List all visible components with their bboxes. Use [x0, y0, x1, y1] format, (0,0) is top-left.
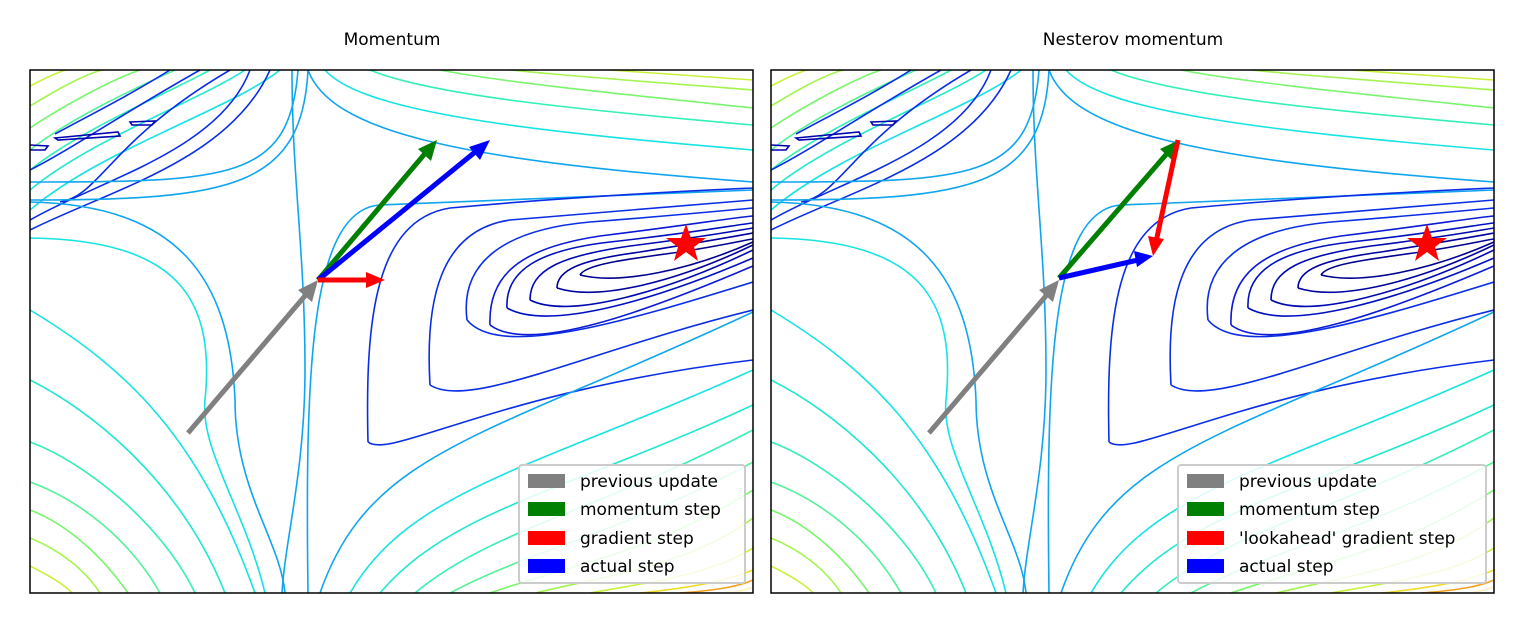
- legend-swatch-momentum: [528, 502, 565, 516]
- panel-momentum: Momentum previous update momentum step g…: [29, 30, 754, 594]
- panel-title-momentum: Momentum: [344, 30, 441, 50]
- momentum-step-arrowhead: [418, 140, 437, 161]
- arrows-momentum: [186, 140, 706, 435]
- legend-swatch-previous: [1187, 474, 1224, 488]
- legend-swatch-previous: [528, 474, 565, 488]
- actual-step-arrow: [316, 146, 482, 282]
- actual-step-arrowhead: [469, 140, 490, 160]
- minimum-star: [1407, 224, 1447, 261]
- gradient-step-arrowhead: [366, 272, 385, 288]
- previous-update-arrow: [927, 288, 1053, 435]
- legend-swatch-lookahead: [1187, 531, 1224, 545]
- legend-label-momentum: momentum step: [580, 500, 721, 520]
- lookahead-gradient-arrowhead: [1148, 236, 1164, 256]
- arrows-nesterov: [927, 139, 1447, 435]
- plot-frame-nesterov: [770, 69, 1495, 594]
- actual-step-arrow: [1058, 257, 1139, 281]
- lookahead-gradient-arrow: [1153, 139, 1181, 243]
- legend-label-actual: actual step: [580, 557, 675, 577]
- legend-nesterov: previous update momentum step 'lookahead…: [1177, 464, 1487, 584]
- legend-label-lookahead: 'lookahead' gradient step: [1239, 529, 1455, 549]
- legend-label-gradient: gradient step: [580, 529, 694, 549]
- panel-nesterov: Nesterov momentum previous update moment…: [770, 30, 1495, 594]
- actual-step-arrowhead: [1134, 251, 1153, 267]
- legend-label-previous: previous update: [580, 472, 718, 492]
- legend-swatch-momentum: [1187, 502, 1224, 516]
- legend-swatch-actual: [528, 559, 565, 573]
- legend-swatch-actual: [1187, 559, 1224, 573]
- legend-label-actual: actual step: [1239, 557, 1334, 577]
- previous-update-arrow: [186, 288, 312, 435]
- previous-update-arrowhead: [298, 280, 318, 302]
- plot-frame-momentum: [29, 69, 754, 594]
- legend-swatch-gradient: [528, 531, 565, 545]
- minimum-star: [666, 224, 706, 261]
- previous-update-arrowhead: [1039, 280, 1059, 302]
- panel-title-nesterov: Nesterov momentum: [1043, 30, 1223, 50]
- legend-label-momentum: momentum step: [1239, 500, 1380, 520]
- momentum-step-arrow: [316, 148, 430, 282]
- legend-label-previous: previous update: [1239, 472, 1377, 492]
- legend-momentum: previous update momentum step gradient s…: [518, 464, 746, 584]
- momentum-step-arrow: [1057, 148, 1172, 280]
